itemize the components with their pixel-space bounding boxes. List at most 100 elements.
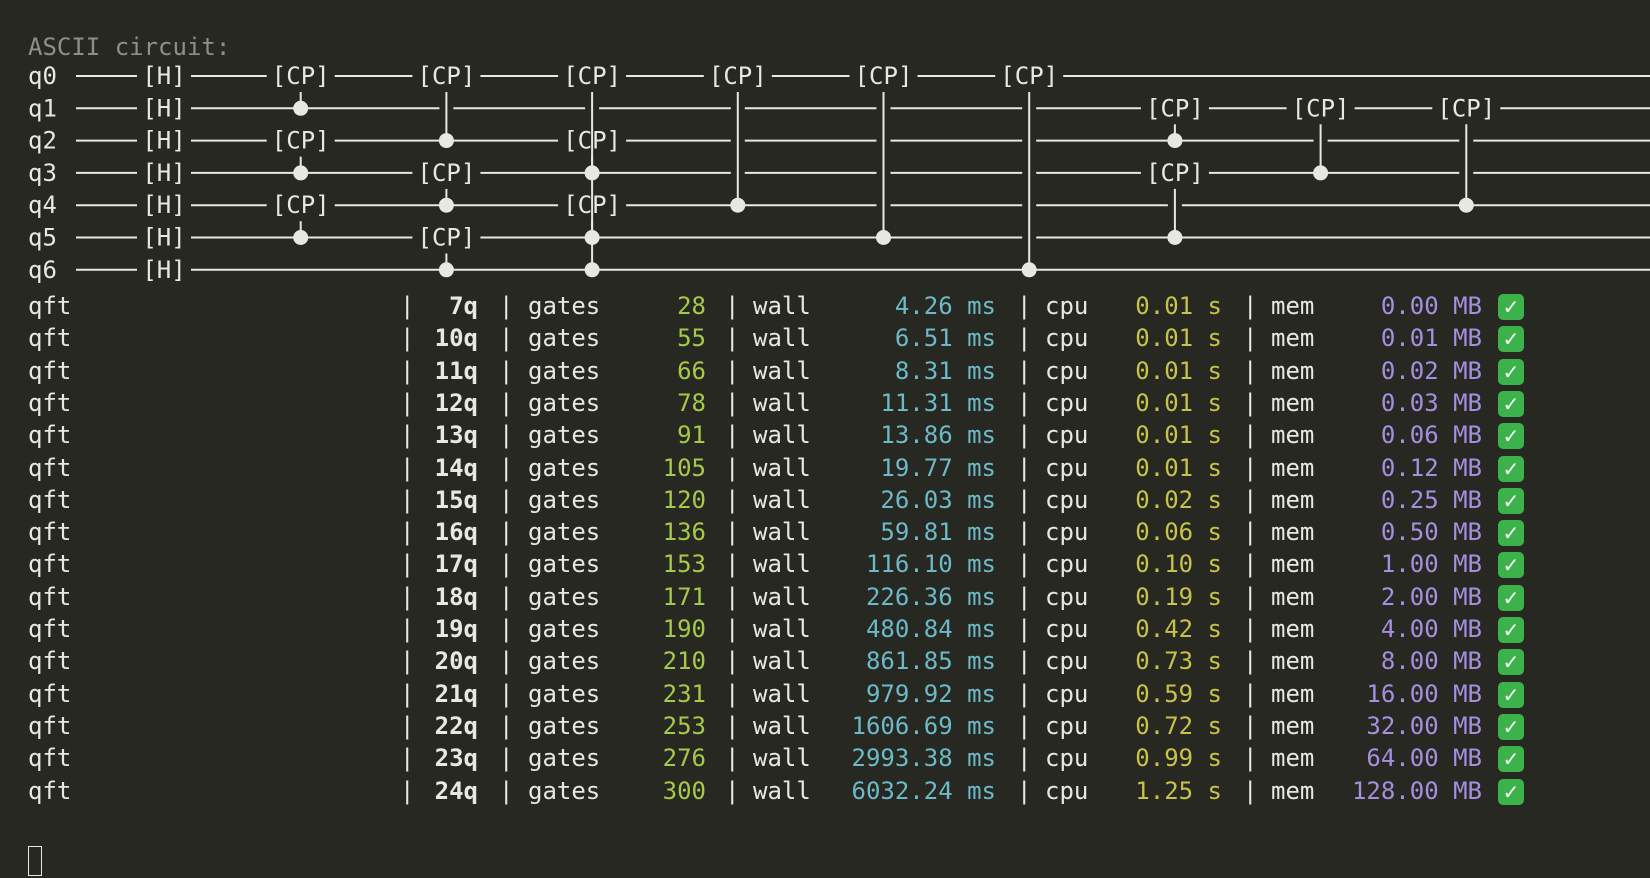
algorithm-name: qft — [28, 550, 72, 579]
separator: | — [499, 615, 514, 643]
gates-label: gates — [528, 324, 601, 353]
check-mark-icon: ✓ — [1498, 746, 1524, 773]
cp-gate: [CP] — [855, 62, 913, 90]
cpu-label: cpu — [1045, 421, 1089, 450]
algorithm-name: qft — [28, 615, 72, 643]
mem-value: 0.06 MB — [1380, 421, 1482, 450]
mem-label: mem — [1271, 550, 1315, 579]
separator: | — [725, 453, 740, 482]
mem-label: mem — [1271, 485, 1315, 514]
mem-value: 0.03 MB — [1380, 388, 1482, 417]
cp-gate: [CP] — [1000, 62, 1058, 90]
separator: | — [499, 292, 514, 320]
separator: | — [725, 324, 740, 353]
mem-label: mem — [1271, 776, 1315, 805]
gates-value: 55 — [677, 324, 706, 353]
check-mark-icon: ✓ — [1498, 649, 1524, 676]
cp-gate: [CP] — [418, 62, 476, 90]
control-dot — [293, 165, 309, 181]
separator: | — [1243, 421, 1258, 450]
separator: | — [1017, 453, 1032, 482]
separator: | — [1017, 388, 1032, 417]
separator: | — [1243, 388, 1258, 417]
mem-label: mem — [1271, 679, 1315, 708]
mem-value: 128.00 MB — [1351, 776, 1482, 805]
gates-value: 78 — [677, 388, 706, 417]
mem-value: 0.00 MB — [1380, 292, 1482, 320]
gates-label: gates — [528, 292, 601, 320]
control-dot — [293, 100, 309, 116]
gates-label: gates — [528, 711, 601, 740]
qubit-count: 14q — [434, 453, 478, 482]
separator: | — [400, 582, 415, 611]
separator: | — [400, 453, 415, 482]
algorithm-name: qft — [28, 647, 72, 676]
control-dot — [876, 230, 891, 245]
separator: | — [725, 679, 740, 708]
h-gate: [H] — [142, 191, 185, 219]
gates-value: 210 — [662, 647, 706, 676]
terminal-cursor — [28, 846, 42, 876]
separator: | — [1017, 679, 1032, 708]
cpu-label: cpu — [1045, 647, 1089, 676]
wall-value: 26.03 ms — [880, 485, 996, 514]
algorithm-name: qft — [28, 453, 72, 482]
check-mark-icon: ✓ — [1498, 294, 1524, 320]
cp-gate: [CP] — [272, 127, 330, 155]
separator: | — [725, 647, 740, 676]
wall-value: 13.86 ms — [880, 421, 996, 450]
mem-label: mem — [1271, 744, 1315, 773]
control-dot — [293, 230, 309, 245]
control-dot — [1167, 230, 1183, 245]
separator: | — [499, 453, 514, 482]
check-mark-icon: ✓ — [1498, 713, 1524, 740]
h-gate: [H] — [142, 127, 185, 155]
separator: | — [1243, 744, 1258, 773]
qubit-label-q1: q1 — [28, 94, 57, 122]
separator: | — [1017, 485, 1032, 514]
control-dot — [1458, 197, 1474, 213]
separator: | — [1243, 485, 1258, 514]
algorithm-name: qft — [28, 679, 72, 708]
cpu-value: 0.01 s — [1135, 292, 1222, 320]
cp-gate: [CP] — [418, 224, 476, 252]
separator: | — [499, 324, 514, 353]
separator: | — [1243, 292, 1258, 320]
cpu-label: cpu — [1045, 453, 1089, 482]
qubit-label-q4: q4 — [28, 191, 57, 219]
wall-value: 4.26 ms — [894, 292, 996, 320]
qubit-label-q3: q3 — [28, 159, 57, 187]
algorithm-name: qft — [28, 292, 72, 320]
control-dot — [730, 197, 746, 213]
h-gate: [H] — [142, 224, 185, 252]
wall-label: wall — [753, 292, 811, 320]
separator: | — [499, 550, 514, 579]
algorithm-name: qft — [28, 356, 72, 385]
qubit-count: 10q — [434, 324, 478, 353]
mem-value: 0.01 MB — [1380, 324, 1482, 353]
mem-value: 64.00 MB — [1366, 744, 1482, 773]
qubit-count: 22q — [434, 711, 478, 740]
qubit-count: 19q — [434, 615, 478, 643]
cpu-value: 0.72 s — [1135, 711, 1222, 740]
wall-label: wall — [753, 453, 811, 482]
separator: | — [499, 388, 514, 417]
mem-label: mem — [1271, 647, 1315, 676]
cpu-label: cpu — [1045, 615, 1089, 643]
separator: | — [1243, 453, 1258, 482]
qubit-count: 17q — [434, 550, 478, 579]
mem-label: mem — [1271, 324, 1315, 353]
qubit-count: 13q — [434, 421, 478, 450]
cpu-label: cpu — [1045, 292, 1089, 320]
check-mark-icon: ✓ — [1498, 423, 1524, 450]
separator: | — [400, 518, 415, 547]
mem-value: 2.00 MB — [1380, 582, 1482, 611]
separator: | — [1243, 582, 1258, 611]
separator: | — [1243, 647, 1258, 676]
gates-label: gates — [528, 679, 601, 708]
check-mark-icon: ✓ — [1498, 326, 1524, 353]
separator: | — [400, 356, 415, 385]
mem-value: 0.12 MB — [1380, 453, 1482, 482]
qubit-count: 15q — [434, 485, 478, 514]
